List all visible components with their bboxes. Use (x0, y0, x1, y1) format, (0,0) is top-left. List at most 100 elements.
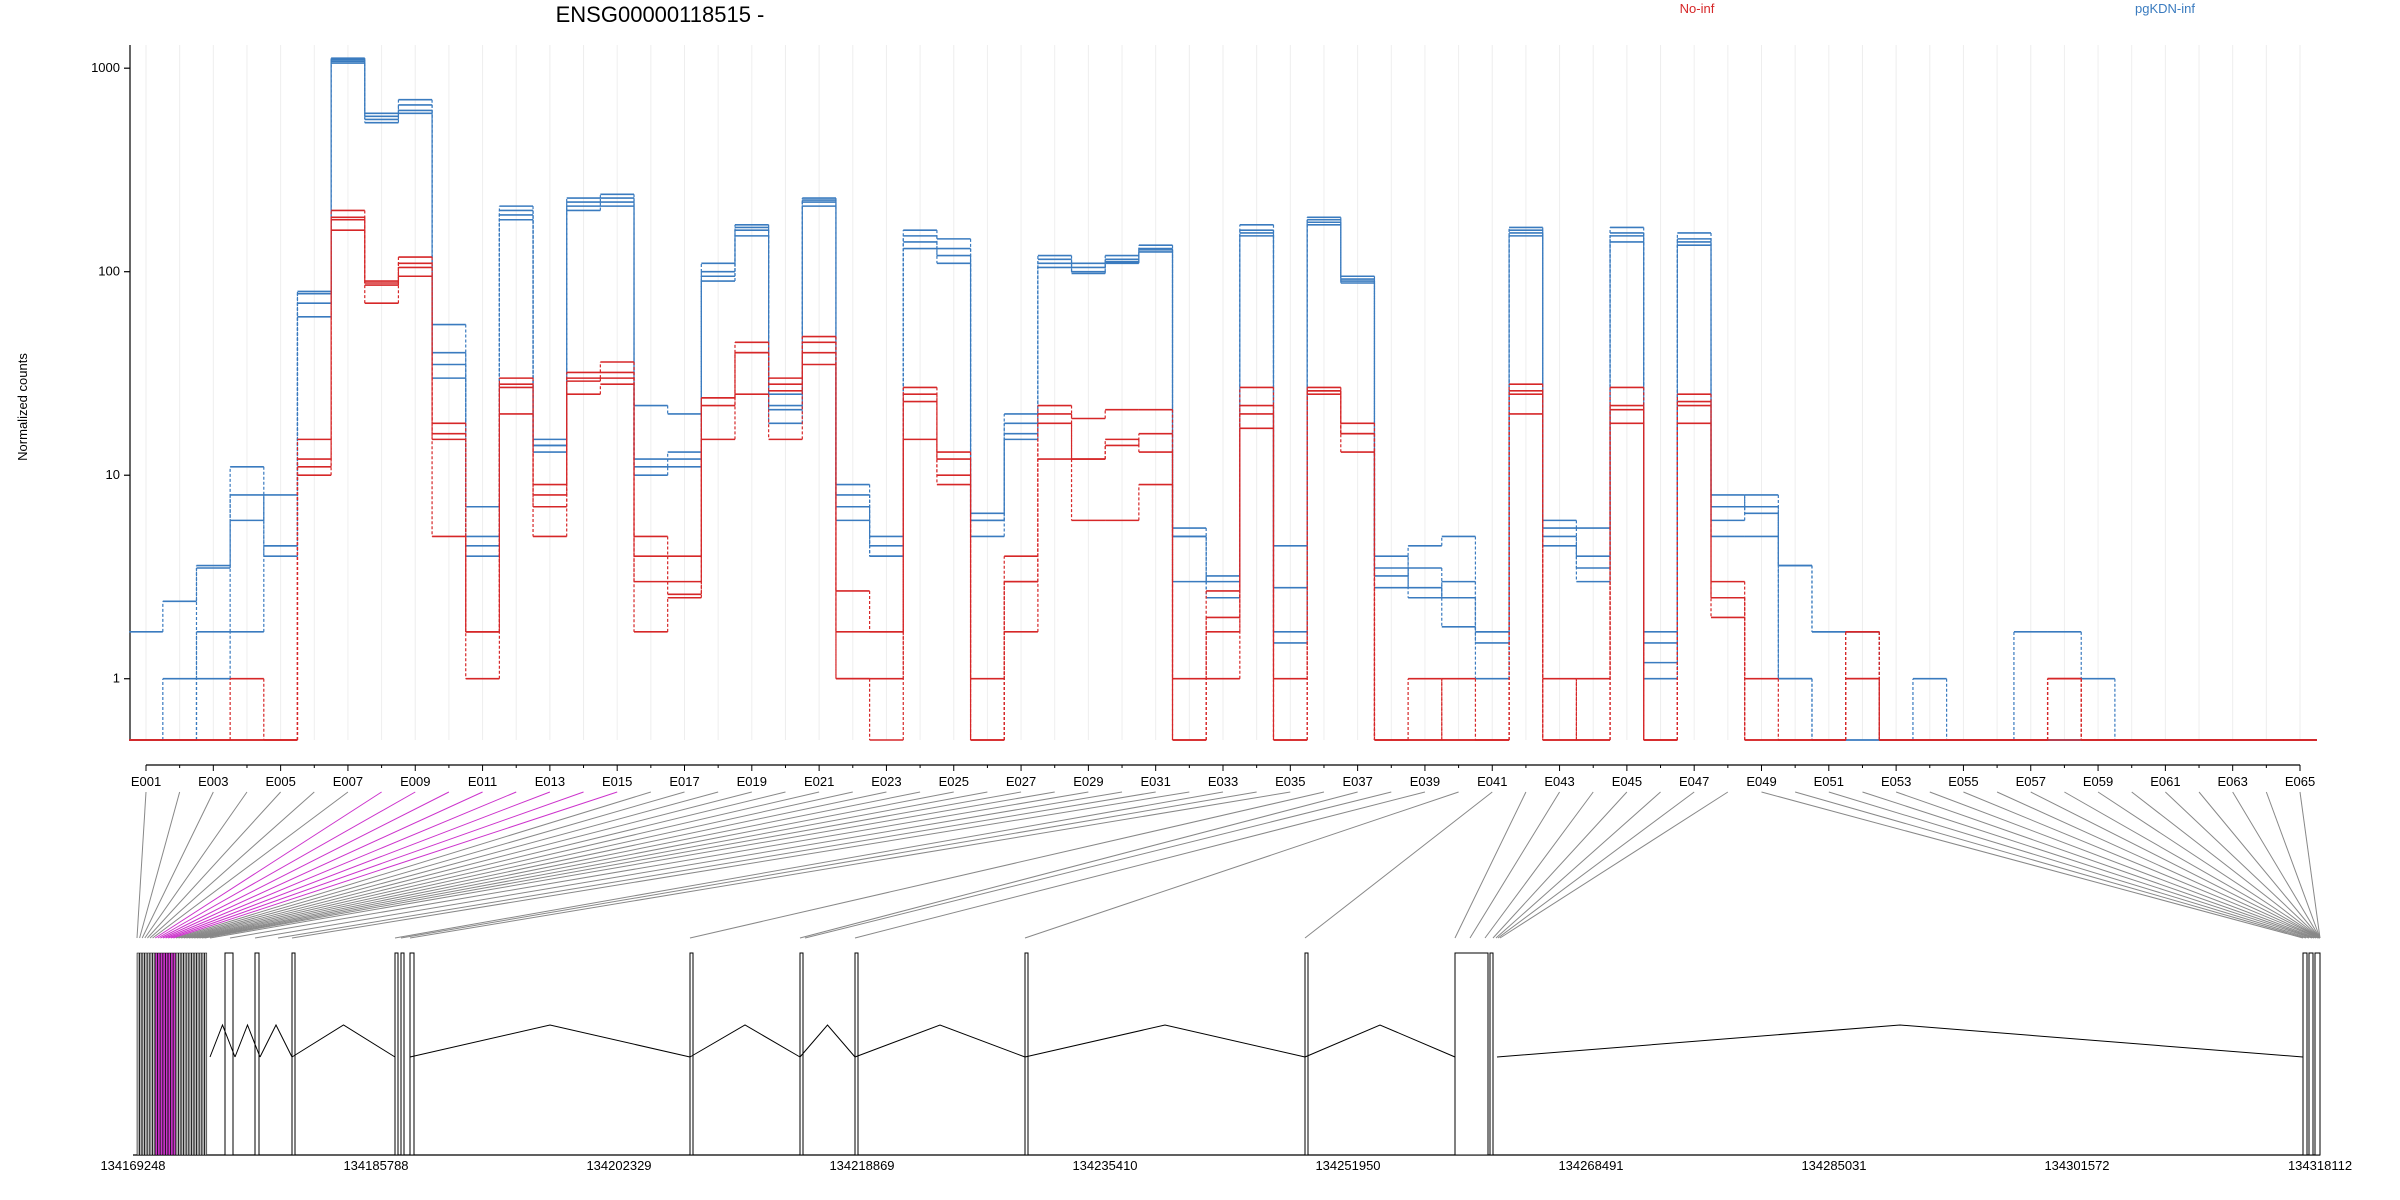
exon-connector-line (139, 791, 181, 939)
exon-box (188, 952, 192, 1156)
x-tick-label: E017 (669, 774, 699, 789)
exon-box (1454, 952, 1489, 1156)
x-tick-label: E053 (1881, 774, 1911, 789)
exon-connector-line (1996, 791, 2320, 939)
exon-box (165, 952, 169, 1156)
exon-connector-line (229, 791, 1089, 939)
exon-box (196, 952, 200, 1156)
exon-box (689, 952, 694, 1156)
exon-connector-line (141, 791, 214, 939)
exon-connector-line (1495, 791, 1661, 939)
exon-box (175, 952, 179, 1156)
exon-connector-line (394, 791, 1224, 939)
exon-connector-line (1024, 791, 1459, 939)
genome-coordinate-label: 134218869 (829, 1158, 894, 1173)
exon-box (149, 952, 153, 1156)
exon-box (2308, 952, 2314, 1156)
x-tick-label: E005 (265, 774, 295, 789)
exon-box (162, 952, 166, 1156)
exon-box (1489, 952, 1494, 1156)
x-tick-label: E025 (939, 774, 969, 789)
x-tick-label: E011 (468, 774, 497, 789)
exon-connector-line (2064, 791, 2321, 939)
exon-box (186, 952, 189, 1156)
exon-connector-line (199, 791, 954, 939)
exon-connector-line (201, 791, 988, 939)
exon-connector-line (157, 791, 416, 939)
genome-coordinate-label: 134268491 (1558, 1158, 1623, 1173)
exon-box (139, 952, 143, 1156)
axes-layer: 1 10 100 1000 E001 E003 E005 E007 E009 E011 E013 E0… (91, 45, 2315, 789)
exon-connector-line (1895, 791, 2315, 939)
x-tick-label: E049 (1746, 774, 1776, 789)
exon-box (2302, 952, 2308, 1156)
exon-connector-line (144, 791, 248, 939)
exon-connector-line (277, 791, 1156, 939)
x-tick-label: E061 (2150, 774, 2180, 789)
exon-connector-line (1795, 791, 2307, 939)
x-tick-label: E063 (2218, 774, 2248, 789)
x-tick-label: E033 (1208, 774, 1238, 789)
exon-box (224, 952, 234, 1156)
grid-layer (145, 45, 2301, 740)
intron-line (409, 1024, 691, 1058)
exon-box (154, 952, 158, 1156)
exon-connector-line (1929, 791, 2317, 939)
x-tick-label: E015 (602, 774, 632, 789)
exon-connector-line (2232, 791, 2321, 939)
exon-box (170, 952, 174, 1156)
exon-connector-line (181, 791, 719, 939)
exon-box (199, 952, 202, 1156)
exon-connector-line (165, 791, 517, 939)
exon-connector-line (1828, 791, 2310, 939)
exon-connector-line (175, 791, 651, 939)
exon-connector-line (1862, 791, 2313, 939)
exon-connector-line (409, 791, 1291, 939)
exon-box (160, 952, 163, 1156)
exon-connector-line (291, 791, 1190, 939)
exon-connector-line (191, 791, 853, 939)
x-tick-label: E037 (1342, 774, 1372, 789)
exon-box (183, 952, 187, 1156)
x-tick-label: E059 (2083, 774, 2113, 789)
exon-box (291, 952, 296, 1156)
x-tick-label: E013 (535, 774, 565, 789)
exon-connector-line (188, 791, 820, 939)
exon-connector-line (147, 791, 281, 939)
exon-connector-line (799, 791, 1358, 939)
exon-box (144, 952, 148, 1156)
intron-line (799, 1024, 856, 1058)
y-tick-label: 10 (106, 467, 120, 482)
exon-connector-line (1454, 791, 1527, 939)
x-tick-label: E009 (400, 774, 430, 789)
exon-box (400, 952, 405, 1156)
exon-box (193, 952, 197, 1156)
intron-line (1304, 1024, 1456, 1058)
exon-box (1304, 952, 1309, 1156)
exon-box (201, 952, 205, 1156)
genome-coordinate-label: 134169248 (100, 1158, 165, 1173)
exon-box (204, 952, 208, 1156)
exon-box (2314, 952, 2321, 1156)
y-tick-label: 100 (98, 264, 120, 279)
exon-connector-line (136, 791, 147, 939)
y-tick-label: 1 (113, 671, 120, 686)
exon-connector-line (178, 791, 685, 939)
exon-box (152, 952, 156, 1156)
exon-box (141, 952, 145, 1156)
exon-connector-line (183, 791, 752, 939)
exon-connector-line (209, 791, 1055, 939)
genome-coordinate-label: 134251950 (1315, 1158, 1380, 1173)
x-tick-label: E003 (198, 774, 228, 789)
intron-line (1496, 1024, 2304, 1058)
x-tick-label: E051 (1814, 774, 1844, 789)
x-tick-label: E029 (1073, 774, 1103, 789)
gene-model: 134169248 134185788 134202329 134218869 1342… (100, 952, 2352, 1173)
exon-box (180, 952, 184, 1156)
exon-box (178, 952, 182, 1156)
exon-connector-line (204, 791, 1022, 939)
exon-box (854, 952, 859, 1156)
legend-entry-no-inf: No-inf (1680, 1, 1715, 16)
x-tick-label: E039 (1410, 774, 1440, 789)
exon-connector-line (2265, 791, 2321, 939)
